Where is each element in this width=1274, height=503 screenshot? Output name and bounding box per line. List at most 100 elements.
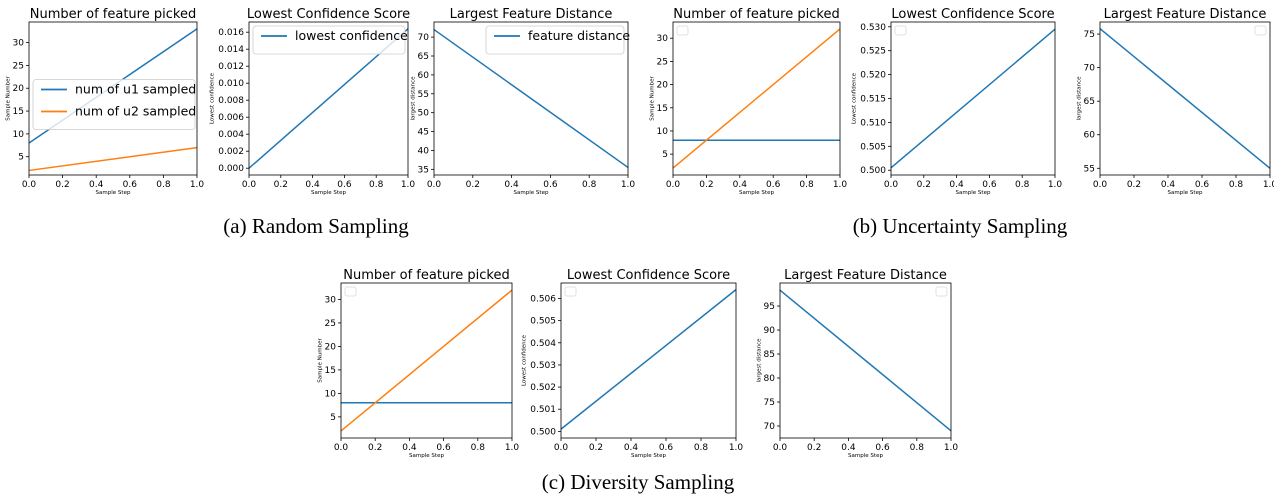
y-tick-label: 60 xyxy=(1084,131,1096,141)
caption-diversity-sampling: (c) Diversity Sampling xyxy=(541,470,735,494)
y-tick-label: 20 xyxy=(13,84,25,94)
x-tick-label: 0.2 xyxy=(1127,180,1141,190)
plot-frame xyxy=(672,21,841,176)
caption-uncertainty-sampling: (b) Uncertainty Sampling xyxy=(852,214,1068,238)
plot-frame xyxy=(433,21,629,176)
y-tick-label: 85 xyxy=(764,350,775,360)
chart-panel: Lowest Confidence Score 0.0 0.2 0.4 0.6 0.8 1.… xyxy=(852,7,1063,196)
plot-frame xyxy=(1099,21,1271,176)
y-tick-label: 0.006 xyxy=(218,113,244,123)
plot-frame xyxy=(560,282,737,439)
y-tick-label: 0.500 xyxy=(860,166,886,176)
chart-panel: Number of feature picked 0.0 0.2 0.4 0.6 0.8 1… xyxy=(317,268,519,459)
y-tick-label: 0.002 xyxy=(218,147,244,157)
x-tick-label: 0.0 xyxy=(884,180,899,190)
y-tick-label: 10 xyxy=(657,127,669,137)
y-tick-label: 0.525 xyxy=(860,47,886,57)
x-axis-label: Sample Step xyxy=(96,190,131,196)
y-tick-label: 0.016 xyxy=(218,28,244,38)
x-tick-label: 0.4 xyxy=(504,180,519,190)
y-tick-label: 30 xyxy=(13,39,25,49)
chart-title: Number of feature picked xyxy=(673,7,839,22)
legend-box xyxy=(252,25,406,55)
x-tick-label: 0.2 xyxy=(55,180,69,190)
plot-frame xyxy=(779,282,952,439)
x-tick-label: 1.0 xyxy=(505,443,520,453)
x-tick-label: 0.2 xyxy=(917,180,931,190)
x-axis-label: Sample Step xyxy=(631,453,666,459)
legend: num of u1 sampled num of u2 sampled xyxy=(32,79,196,130)
plot-frame xyxy=(340,282,513,439)
y-tick-label: 0.502 xyxy=(530,383,556,393)
x-tick-label: 1.0 xyxy=(401,180,416,190)
legend-box xyxy=(935,286,948,297)
x-tick-label: 1.0 xyxy=(729,443,744,453)
chart-panel: Largest Feature Distance 0.0 0.2 0.4 0.6 0.8 1… xyxy=(1076,7,1274,196)
x-tick-label: 0.2 xyxy=(589,443,603,453)
chart-panel: Number of feature picked 0.0 0.2 0.4 0.6 0.8 1… xyxy=(5,7,204,196)
y-tick-label: 75 xyxy=(764,398,775,408)
y-tick-label: 0.505 xyxy=(860,142,886,152)
x-tick-label: 0.6 xyxy=(982,180,997,190)
x-tick-label: 0.8 xyxy=(471,443,486,453)
series-line xyxy=(779,289,952,432)
y-axis-label: Lowest confidence xyxy=(522,334,528,386)
chart-title: Largest Feature Distance xyxy=(784,268,947,283)
x-tick-label: 0.0 xyxy=(1093,180,1108,190)
y-tick-label: 15 xyxy=(657,104,668,114)
x-tick-label: 0.6 xyxy=(659,443,674,453)
y-tick-label: 60 xyxy=(418,71,430,81)
y-tick-label: 0.000 xyxy=(218,164,244,174)
y-axis-label: largest distance xyxy=(410,76,416,121)
y-tick-label: 0.010 xyxy=(218,79,244,89)
y-tick-label: 0.501 xyxy=(530,405,556,415)
y-tick-label: 0.503 xyxy=(530,361,556,371)
y-tick-label: 95 xyxy=(764,302,775,312)
legend-entry: feature distance xyxy=(528,28,630,43)
x-tick-label: 0.6 xyxy=(337,180,352,190)
y-axis-label: Sample Number xyxy=(649,76,655,121)
series-line xyxy=(1099,28,1271,169)
legend: feature distance xyxy=(485,25,630,55)
chart-panel: Number of feature picked 0.0 0.2 0.4 0.6 0.8 1… xyxy=(649,7,847,196)
x-tick-label: 1.0 xyxy=(1048,180,1063,190)
chart-panel: Lowest Confidence Score 0.0 0.2 0.4 0.6 0.8 1.… xyxy=(210,7,416,196)
plot-frame xyxy=(28,21,198,176)
chart-title: Largest Feature Distance xyxy=(1104,7,1267,22)
y-tick-label: 65 xyxy=(1084,97,1095,107)
x-tick-label: 0.4 xyxy=(841,443,856,453)
x-tick-label: 0.4 xyxy=(89,180,104,190)
y-tick-label: 0.014 xyxy=(218,45,244,55)
x-tick-label: 1.0 xyxy=(944,443,959,453)
y-tick-label: 15 xyxy=(325,366,336,376)
series-line xyxy=(28,146,198,172)
x-tick-label: 0.2 xyxy=(274,180,288,190)
legend-box xyxy=(894,25,907,36)
x-tick-label: 0.4 xyxy=(949,180,964,190)
y-tick-label: 5 xyxy=(18,153,24,163)
y-tick-label: 0.004 xyxy=(218,130,244,140)
chart-panel: Largest Feature Distance 0.0 0.2 0.4 0.6 0.8 1… xyxy=(410,7,635,196)
x-tick-label: 0.6 xyxy=(123,180,138,190)
y-tick-label: 65 xyxy=(418,52,429,62)
y-tick-label: 0.515 xyxy=(860,95,886,105)
legend: lowest confidence xyxy=(252,25,408,55)
y-axis-label: Sample Number xyxy=(5,76,11,121)
x-tick-label: 0.8 xyxy=(369,180,384,190)
legend-entry: num of u1 sampled xyxy=(75,82,196,97)
y-tick-label: 0.008 xyxy=(218,96,244,106)
y-axis-label: largest distance xyxy=(756,338,762,383)
y-tick-label: 0.504 xyxy=(530,339,556,349)
chart-title: Largest Feature Distance xyxy=(450,7,613,22)
plot-frame xyxy=(248,21,409,176)
x-tick-label: 0.0 xyxy=(334,443,349,453)
y-tick-label: 20 xyxy=(325,342,337,352)
legend-box xyxy=(344,286,357,297)
y-tick-label: 5 xyxy=(662,150,668,160)
x-tick-label: 0.2 xyxy=(368,443,382,453)
x-tick-label: 1.0 xyxy=(1263,180,1274,190)
chart-panel: Largest Feature Distance 0.0 0.2 0.4 0.6 0.8 1… xyxy=(756,268,958,459)
y-tick-label: 25 xyxy=(657,57,668,67)
series-line xyxy=(340,289,513,432)
y-axis-label: Lowest confidence xyxy=(210,72,216,124)
